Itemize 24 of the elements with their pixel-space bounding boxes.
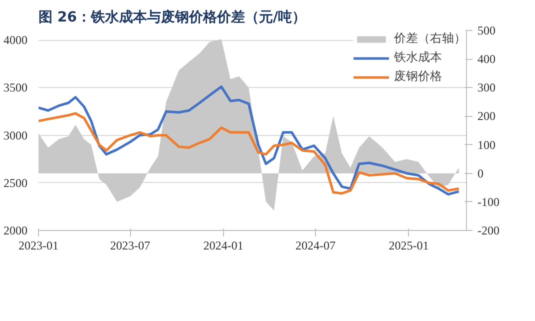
- y2-tick-label: 0: [478, 166, 484, 180]
- x-tick-label: 2023-01: [18, 238, 58, 252]
- x-tick-label: 2024-07: [296, 238, 336, 252]
- line-series: [38, 112, 460, 195]
- x-tick-label: 2025-01: [388, 238, 429, 252]
- y-tick-label: 3500: [4, 80, 28, 95]
- x-tick-label: 2023-07: [110, 238, 150, 252]
- x-tick-label: 2024-01: [203, 238, 244, 252]
- y2-tick-label: 300: [478, 80, 496, 95]
- legend-label: 价差（右轴）: [394, 30, 466, 47]
- y2-tick-label: 100: [478, 138, 496, 152]
- legend-label: 铁水成本: [394, 49, 442, 66]
- y2-tick-label: 500: [478, 24, 496, 38]
- y2-tick-label: -200: [478, 224, 500, 238]
- chart-title: 图 26：铁水成本与废钢价格价差（元/吨）: [38, 8, 306, 26]
- y-tick-label: 4000: [4, 33, 28, 48]
- y2-tick-label: 200: [478, 109, 496, 124]
- y-tick-label: 3000: [4, 128, 28, 142]
- y-tick-label: 2000: [4, 224, 28, 238]
- y2-tick-label: 400: [478, 52, 496, 66]
- legend-label: 废钢价格: [394, 68, 442, 85]
- y2-tick-label: -100: [478, 194, 500, 209]
- line-series: [38, 85, 460, 196]
- y-tick-label: 2500: [4, 176, 28, 190]
